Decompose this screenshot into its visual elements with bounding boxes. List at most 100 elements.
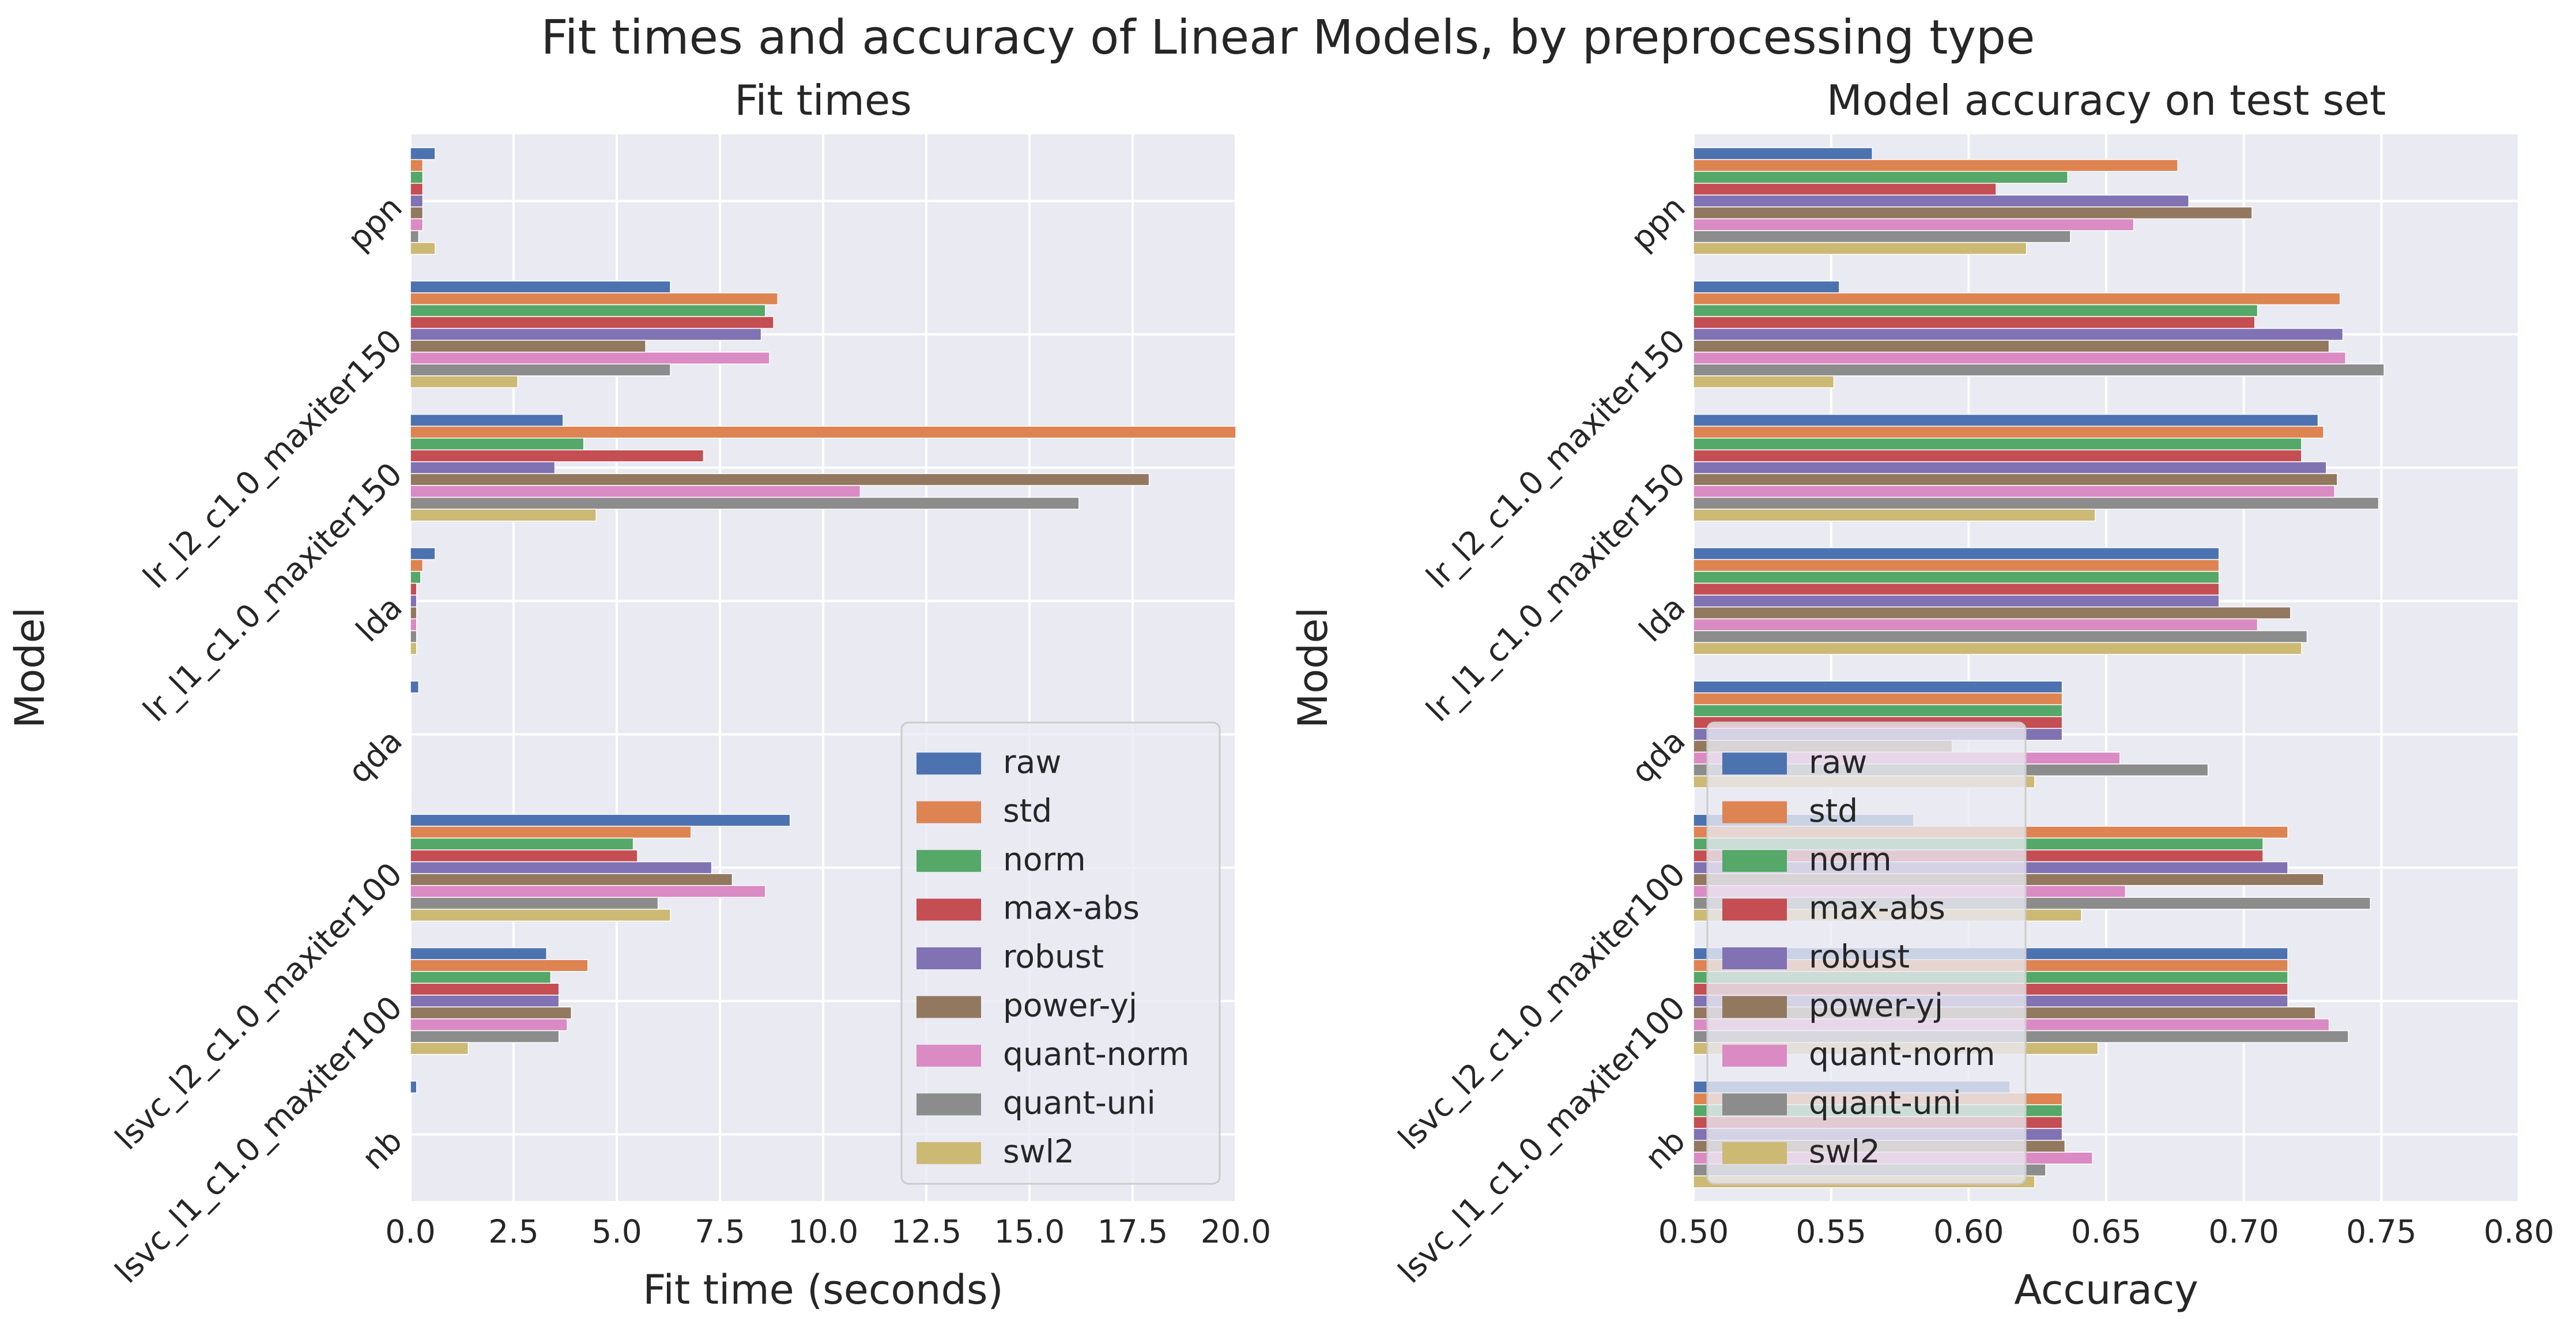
fit-times-legend-label-raw: raw [1003,743,1061,780]
accuracy-legend-swatch-norm [1722,850,1787,872]
fit-times-bar-qda-raw [410,680,420,694]
fit-times-legend-swatch-std [917,801,981,823]
accuracy-y-tick-label: nb [1638,1122,1692,1177]
fit-times-bar-lda-max-abs [410,582,417,596]
accuracy-legend-swatch-swl2 [1722,1142,1787,1164]
fit-times-bar-lsvc-l1-c1-0-maxiter100-power-yj [410,1006,572,1019]
fit-times-y-tick-label: lsvc_l1_c1.0_maxiter100 [108,989,409,1290]
accuracy-bar-lr-l2-c1-0-maxiter150-quant-norm [1693,351,2347,365]
accuracy-bar-lr-l2-c1-0-maxiter150-quant-uni [1693,363,2385,377]
fit-times-y-tick-label: lr_l1_c1.0_maxiter150 [136,456,409,729]
accuracy-y-tick-label: lr_l2_c1.0_maxiter150 [1419,322,1692,596]
accuracy-x-tick-label: 0.60 [1933,1213,2004,1250]
accuracy-bar-lda-quant-uni [1693,630,2308,643]
fit-times-bar-qda-power-yj [410,740,412,753]
fit-times-bar-lr-l2-c1-0-maxiter150-raw [410,280,671,293]
accuracy-bar-ppn-max-abs [1693,183,1997,196]
accuracy-y-tick-label: lsvc_l2_c1.0_maxiter100 [1391,856,1692,1157]
fit-times-bar-lsvc-l2-c1-0-maxiter100-quant-norm [410,885,766,898]
accuracy-x-tick-label: 0.70 [2208,1213,2279,1250]
accuracy-legend-swatch-quant-norm [1722,1044,1787,1067]
fit-times-bar-ppn-norm [410,171,424,184]
accuracy-bar-ppn-raw [1693,147,1873,160]
fit-times-bar-lr-l1-c1-0-maxiter150-norm [410,437,584,451]
fit-times-bar-lr-l1-c1-0-maxiter150-swl2 [410,509,597,522]
accuracy-legend: raw std norm max-abs robust power-yj quant-nor… [1706,721,2027,1185]
fit-times-bar-lsvc-l2-c1-0-maxiter100-quant-uni [410,897,659,910]
fit-times-legend-swatch-power-yj [917,996,981,1018]
accuracy-bar-lr-l1-c1-0-maxiter150-std [1693,426,2324,439]
fit-times-bar-lr-l1-c1-0-maxiter150-std [410,426,1236,439]
fit-times-bar-qda-max-abs [410,716,412,729]
fit-times-bar-lsvc-l2-c1-0-maxiter100-max-abs [410,849,638,863]
accuracy-legend-label-power-yj: power-yj [1809,987,1943,1024]
accuracy-bar-ppn-quant-uni [1693,230,2071,243]
fit-times-bar-nb-std [410,1092,412,1105]
accuracy-bar-lr-l2-c1-0-maxiter150-std [1693,292,2341,306]
accuracy-legend-label-std: std [1809,792,1858,829]
accuracy-legend-swatch-max-abs [1722,898,1787,921]
fit-times-bar-lr-l2-c1-0-maxiter150-swl2 [410,375,518,389]
fit-times-legend-swatch-raw [917,752,981,775]
fit-times-bar-lda-quant-uni [410,630,417,643]
accuracy-y-tick-label: lsvc_l1_c1.0_maxiter100 [1391,989,1692,1290]
fit-times-legend-label-max-abs: max-abs [1003,890,1140,927]
fit-times-legend-swatch-norm [917,850,981,872]
fit-times-bar-lsvc-l2-c1-0-maxiter100-swl2 [410,909,671,922]
fit-times-bar-ppn-std [410,159,424,172]
fit-times-bar-lr-l1-c1-0-maxiter150-raw [410,413,564,427]
accuracy-bar-ppn-swl2 [1693,242,2027,255]
fit-times-bar-lda-norm [410,571,421,584]
fit-times-x-tick-label: 5.0 [591,1213,642,1250]
accuracy-bar-lr-l2-c1-0-maxiter150-raw [1693,280,1840,293]
fit-times-bar-nb-robust [410,1128,412,1141]
accuracy-bar-lr-l1-c1-0-maxiter150-norm [1693,437,2302,451]
accuracy-bar-lr-l1-c1-0-maxiter150-robust [1693,461,2327,475]
accuracy-bar-lr-l1-c1-0-maxiter150-swl2 [1693,509,2096,522]
accuracy-legend-label-raw: raw [1809,743,1867,780]
fit-times-legend-label-quant-norm: quant-norm [1003,1036,1189,1072]
fit-times-bar-lda-power-yj [410,606,417,619]
fit-times-bar-lr-l2-c1-0-maxiter150-norm [410,304,766,317]
accuracy-legend-swatch-robust [1722,947,1787,969]
fit-times-bar-lr-l1-c1-0-maxiter150-quant-uni [410,496,1080,510]
fit-times-bar-lsvc-l1-c1-0-maxiter100-std [410,959,589,972]
accuracy-legend-label-max-abs: max-abs [1809,890,1945,927]
fit-times-x-tick-label: 15.0 [994,1213,1065,1250]
fit-times-bar-ppn-quant-uni [410,230,420,243]
fit-times-bar-lsvc-l2-c1-0-maxiter100-raw [410,814,791,827]
accuracy-bar-ppn-robust [1693,194,2189,208]
fit-times-bar-lsvc-l1-c1-0-maxiter100-swl2 [410,1042,469,1055]
accuracy-legend-label-quant-norm: quant-norm [1809,1036,1995,1072]
accuracy-bar-qda-norm [1693,704,2063,717]
fit-times-x-tick-label: 20.0 [1201,1213,1271,1250]
accuracy-bar-lr-l2-c1-0-maxiter150-power-yj [1693,340,2330,353]
fit-times-bar-lda-quant-norm [410,618,417,631]
accuracy-y-tick-label: lda [1632,589,1692,649]
fit-times-y-tick-label: lsvc_l2_c1.0_maxiter100 [108,856,409,1157]
fit-times-bar-lda-std [410,559,424,572]
accuracy-bar-lr-l2-c1-0-maxiter150-swl2 [1693,375,1835,389]
fit-times-bar-ppn-robust [410,194,424,208]
fit-times-bar-lsvc-l1-c1-0-maxiter100-robust [410,995,560,1008]
fit-times-y-tick-label: qda [341,722,409,790]
accuracy-bar-lda-std [1693,559,2220,572]
accuracy-x-tick-label: 0.65 [2071,1213,2141,1250]
accuracy-bar-lda-max-abs [1693,582,2220,596]
fit-times-legend: raw std norm max-abs robust power-yj quant-nor… [900,721,1221,1185]
fit-times-bar-lda-swl2 [410,642,417,655]
fit-times-chart: 0.0 2.5 5.0 7.5 10.0 12.5 15.0 17.5 20.0 ppn lr_l2… [6,76,1271,1314]
fit-times-y-axis-label: Model [6,607,54,728]
fit-times-bar-ppn-quant-norm [410,218,424,231]
fit-times-bar-lr-l2-c1-0-maxiter150-quant-norm [410,351,770,365]
fit-times-legend-label-quant-uni: quant-uni [1003,1084,1156,1121]
accuracy-chart: 0.50 0.55 0.60 0.65 0.70 0.75 0.80 ppn lr_l2_c1.… [1289,76,2554,1314]
accuracy-bar-qda-raw [1693,680,2063,694]
accuracy-bar-lr-l2-c1-0-maxiter150-max-abs [1693,316,2256,329]
accuracy-bar-ppn-std [1693,159,2178,172]
accuracy-y-tick-label: qda [1624,722,1692,790]
fit-times-x-tick-label: 12.5 [891,1213,961,1250]
fit-times-bar-nb-norm [410,1104,412,1117]
fit-times-bar-nb-swl2 [410,1175,412,1188]
